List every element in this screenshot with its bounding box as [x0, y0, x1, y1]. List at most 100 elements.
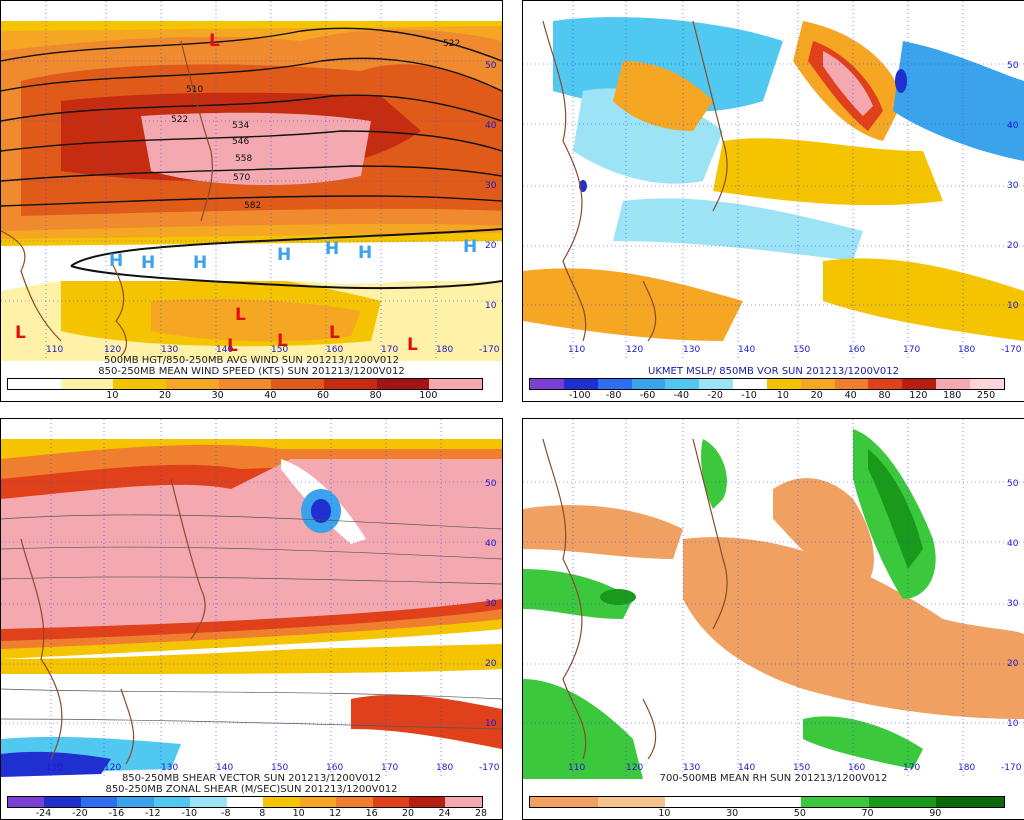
colorbar-swatch — [271, 379, 324, 389]
low-marker: L — [329, 323, 340, 343]
colorbar-swatch — [408, 797, 446, 807]
panel-caption: 500MB HGT/850-250MB AVG WIND SUN 201213/… — [98, 355, 405, 377]
colorbar-swatch — [263, 797, 300, 807]
colorbar-labels: -100 -80 -60 -40 -20 -10 10 20 40 80 120 180 250 — [529, 390, 1003, 401]
longitude-label: 120 — [104, 763, 122, 773]
colorbar-tick-label: 50 — [793, 808, 806, 819]
colorbar-tick-label: -80 — [605, 390, 622, 401]
colorbar-tick-label: 90 — [929, 808, 942, 819]
high-marker: H — [141, 253, 156, 273]
contour-label: 534 — [232, 121, 250, 131]
colorbar-swatch — [226, 797, 264, 807]
contour-label: 522 — [443, 39, 461, 49]
latitude-label: 30 — [1007, 599, 1019, 609]
colorbar-swatch — [969, 379, 1004, 389]
map-zonal-shear — [1, 419, 502, 779]
colorbar-tick-label: 180 — [943, 390, 962, 401]
panel-relative-humidity: 700-500MB MEAN RH SUN 201213/1200V012 10… — [522, 418, 1024, 820]
high-marker: H — [277, 245, 292, 265]
longitude-label: 120 — [626, 345, 644, 355]
colorbar-tick-label: 40 — [844, 390, 857, 401]
longitude-label: 160 — [326, 763, 344, 773]
colorbar-swatch — [190, 797, 227, 807]
longitude-label: 160 — [848, 345, 866, 355]
colorbar-tick-label: 8 — [259, 808, 266, 819]
colorbar-swatch — [902, 379, 937, 389]
longitude-label: 150 — [271, 345, 289, 355]
colorbar-swatch — [936, 379, 970, 389]
longitude-label: 150 — [271, 763, 289, 773]
colorbar-tick-label: 10 — [292, 808, 305, 819]
longitude-label: 120 — [104, 345, 122, 355]
colorbar-swatch — [800, 797, 869, 807]
colorbar-tick-label: 70 — [861, 808, 874, 819]
colorbar-tick-label: 30 — [726, 808, 739, 819]
longitude-label: 130 — [683, 345, 701, 355]
colorbar-swatch — [8, 379, 61, 389]
colorbar-swatch — [323, 379, 377, 389]
longitude-label: 170 — [903, 763, 921, 773]
colorbar-tick-label: -10 — [741, 390, 757, 401]
colorbar-swatch — [597, 379, 632, 389]
longitude-label: 140 — [738, 345, 756, 355]
longitude-label: 130 — [683, 763, 701, 773]
high-marker: H — [325, 239, 340, 259]
colorbar-tick-label: 10 — [776, 390, 789, 401]
longitude-label: 170 — [381, 763, 399, 773]
colorbar-tick-label: 10 — [106, 390, 119, 401]
latitude-label: 20 — [485, 659, 497, 669]
colorbar-swatch — [868, 797, 937, 807]
contour-label: 582 — [244, 201, 262, 211]
colorbar-tick-label: 20 — [402, 808, 415, 819]
longitude-label: 150 — [793, 345, 811, 355]
colorbar-swatch — [597, 797, 666, 807]
colorbar-swatch — [60, 379, 114, 389]
colorbar-tick-label: -40 — [673, 390, 690, 401]
colorbar-tick-label: 10 — [658, 808, 671, 819]
colorbar-tick-label: -20 — [707, 390, 723, 401]
longitude-label: 120 — [626, 763, 644, 773]
colorbar-tick-label: 30 — [211, 390, 224, 401]
longitude-label: 150 — [793, 763, 811, 773]
colorbar-swatch — [530, 797, 598, 807]
contour-label: 522 — [171, 115, 189, 125]
colorbar-tick-label: 28 — [474, 808, 488, 819]
latitude-label: 10 — [1007, 301, 1019, 311]
colorbar-swatch — [299, 797, 337, 807]
low-marker: L — [277, 331, 288, 351]
latitude-label: 40 — [485, 121, 497, 131]
colorbar-swatch — [445, 797, 482, 807]
longitude-label: 130 — [161, 345, 179, 355]
latitude-label: 40 — [1007, 539, 1019, 549]
panel-vorticity: UKMET MSLP/ 850MB VOR SUN 201213/1200V01… — [522, 0, 1024, 402]
colorbar-tick-label: 16 — [365, 808, 378, 819]
colorbar-swatch — [117, 797, 154, 807]
longitude-label: 170 — [381, 345, 399, 355]
colorbar-swatch — [113, 379, 166, 389]
colorbar-labels: 10 30 50 70 90 — [529, 808, 1003, 819]
colorbar-tick-label: 120 — [909, 390, 928, 401]
colorbar-swatch — [44, 797, 81, 807]
contour-label: 558 — [235, 154, 253, 164]
colorbar-swatch — [868, 379, 903, 389]
contour-label: 570 — [233, 173, 251, 183]
colorbar-tick-label: 20 — [158, 390, 172, 401]
longitude-label: 110 — [46, 345, 64, 355]
longitude-label: 180 — [436, 345, 454, 355]
latitude-label: 20 — [1007, 659, 1019, 669]
latitude-label: 40 — [485, 539, 497, 549]
contour-label: 510 — [186, 85, 204, 95]
colorbar-labels: 10 20 30 40 60 80 100 — [7, 390, 481, 401]
colorbar-labels: -24 -20 -16 -12 -10 -8 8 10 12 16 20 24 28 — [7, 808, 487, 819]
longitude-label: 170 — [903, 345, 921, 355]
latitude-label: 50 — [1007, 479, 1019, 489]
high-marker: H — [109, 251, 124, 271]
low-marker: L — [407, 335, 418, 355]
longitude-label: 130 — [161, 763, 179, 773]
colorbar-swatch — [153, 797, 191, 807]
colorbar-tick-label: -8 — [221, 808, 231, 819]
longitude-label: 140 — [738, 763, 756, 773]
panel-zonal-shear: 850-250MB SHEAR VECTOR SUN 201213/1200V0… — [0, 418, 503, 820]
low-marker: L — [209, 31, 220, 51]
high-marker: H — [193, 253, 208, 273]
